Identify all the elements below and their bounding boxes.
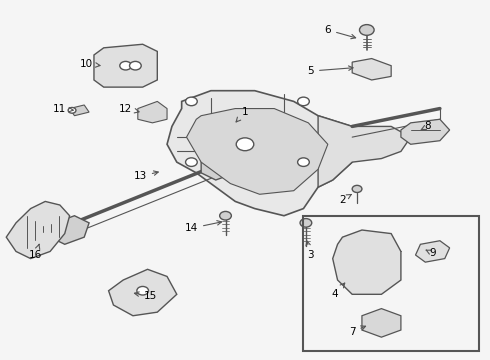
Polygon shape <box>318 116 411 187</box>
Circle shape <box>375 319 387 327</box>
Text: 10: 10 <box>80 59 100 69</box>
Text: 4: 4 <box>332 283 344 299</box>
Text: 3: 3 <box>306 241 314 260</box>
Circle shape <box>220 211 231 220</box>
Polygon shape <box>333 230 401 294</box>
Circle shape <box>297 97 309 106</box>
Text: 13: 13 <box>134 171 158 181</box>
Text: 16: 16 <box>29 244 42 260</box>
Text: 1: 1 <box>236 107 248 122</box>
Circle shape <box>186 158 197 166</box>
Text: 11: 11 <box>53 104 73 113</box>
Text: 14: 14 <box>185 221 221 233</box>
Circle shape <box>120 62 131 70</box>
Text: 5: 5 <box>307 66 353 76</box>
Circle shape <box>236 138 254 151</box>
Circle shape <box>129 62 141 70</box>
Text: 2: 2 <box>339 194 351 204</box>
Polygon shape <box>401 119 450 144</box>
Polygon shape <box>6 202 70 258</box>
Polygon shape <box>94 44 157 87</box>
Text: 7: 7 <box>349 326 366 337</box>
Polygon shape <box>352 59 391 80</box>
Polygon shape <box>167 91 362 216</box>
Circle shape <box>186 97 197 106</box>
Circle shape <box>360 24 374 35</box>
Circle shape <box>300 219 312 227</box>
Polygon shape <box>187 109 328 194</box>
Polygon shape <box>138 102 167 123</box>
Polygon shape <box>201 152 235 180</box>
Polygon shape <box>362 309 401 337</box>
Circle shape <box>68 108 76 113</box>
Bar <box>303 216 479 351</box>
Circle shape <box>352 185 362 193</box>
Text: 9: 9 <box>426 248 436 258</box>
Polygon shape <box>416 241 450 262</box>
Polygon shape <box>50 216 89 244</box>
Polygon shape <box>109 269 177 316</box>
Circle shape <box>137 287 148 295</box>
Text: 8: 8 <box>421 121 431 131</box>
Text: 12: 12 <box>119 104 139 113</box>
Circle shape <box>297 158 309 166</box>
Polygon shape <box>70 105 89 116</box>
Text: 6: 6 <box>324 25 356 39</box>
Circle shape <box>363 252 380 265</box>
Text: 15: 15 <box>134 291 157 301</box>
